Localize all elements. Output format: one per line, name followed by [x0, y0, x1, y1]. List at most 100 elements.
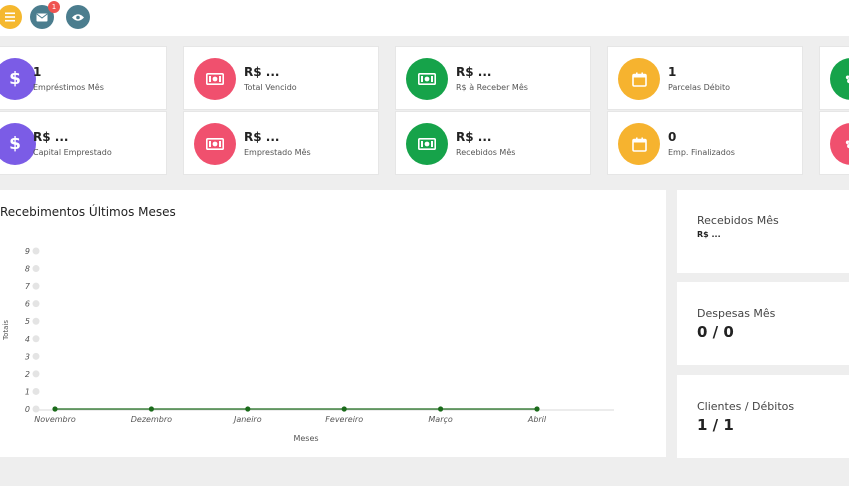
data-point	[534, 406, 540, 412]
x-tick-label: Dezembro	[131, 415, 172, 424]
stat-card-total-vencido: R$ ... Total Vencido	[183, 46, 379, 110]
chart-title: Recebimentos Últimos Meses	[0, 205, 176, 219]
stat-value: R$ ...	[244, 65, 280, 79]
hamburger-icon	[5, 12, 15, 22]
line-chart: 0 1 2 3 4 5 6 7 8 9 Totais Novembro Dezembro Janeiro F…	[2, 247, 614, 443]
stat-label: Emp. Finalizados	[668, 148, 735, 157]
side-card-value: R$ ...	[697, 230, 721, 239]
data-point	[52, 406, 58, 412]
stat-icon-bg: $	[0, 123, 36, 165]
cash-icon	[418, 138, 436, 150]
y-tick-label: 1	[25, 387, 30, 396]
stat-card-recebidos-mes: R$ ... Recebidos Mês	[395, 111, 591, 175]
x-tick-label: Janeiro	[232, 415, 262, 424]
stat-label: Recebidos Mês	[456, 148, 516, 157]
y-tick-marker	[32, 282, 40, 290]
handshake-icon: ✿	[845, 136, 849, 152]
x-tick-label: Abril	[527, 415, 547, 424]
stat-value: R$ ...	[244, 130, 280, 144]
y-tick-marker	[32, 247, 40, 255]
stat-icon-bg	[406, 123, 448, 165]
stat-value: R$ ...	[33, 130, 69, 144]
y-tick-label: 5	[25, 317, 30, 326]
cash-icon	[206, 138, 224, 150]
y-tick-marker	[32, 352, 40, 360]
stat-label: Emprestado Mês	[244, 148, 311, 157]
side-card-title: Recebidos Mês	[697, 214, 779, 227]
stat-icon-bg	[406, 58, 448, 100]
side-card-title: Despesas Mês	[697, 307, 776, 320]
stat-card-partial: ✿	[819, 111, 849, 175]
stat-icon-bg	[618, 123, 660, 165]
side-card-recebidos-mes: Recebidos Mês R$ ...	[677, 190, 849, 273]
side-card-clientes-debitos: Clientes / Débitos 1 / 1	[677, 375, 849, 458]
side-card-value: 1 / 1	[697, 416, 734, 434]
y-tick-marker	[32, 265, 40, 273]
x-tick-label: Março	[428, 415, 452, 424]
y-tick-label: 4	[25, 335, 30, 344]
stat-icon-bg: ✿	[830, 123, 849, 165]
stat-card-capital-emprestado: $ R$ ... Capital Emprestado	[0, 111, 167, 175]
handshake-icon: ✿	[845, 71, 849, 87]
side-card-value: 0 / 0	[697, 323, 734, 341]
y-tick-marker	[32, 370, 40, 378]
notification-badge: 1	[48, 1, 60, 13]
stat-label: Total Vencido	[244, 83, 297, 92]
y-axis-label: Totais	[2, 320, 10, 341]
data-point	[341, 406, 347, 412]
messages-button[interactable]: 1	[30, 1, 60, 29]
y-tick-marker	[32, 317, 40, 325]
stat-value: R$ ...	[456, 65, 492, 79]
stat-card-a-receber-mes: R$ ... R$ à Receber Mês	[395, 46, 591, 110]
cash-icon	[206, 73, 224, 85]
side-card-title: Clientes / Débitos	[697, 400, 795, 413]
calendar-icon	[631, 72, 647, 87]
y-tick-label: 9	[25, 247, 30, 256]
stat-card-partial: ✿	[819, 46, 849, 110]
menu-button[interactable]	[0, 5, 22, 29]
calendar-icon	[631, 137, 647, 152]
y-tick-label: 2	[25, 370, 30, 379]
y-tick-label: 0	[25, 405, 30, 414]
stat-value: 1	[668, 65, 677, 79]
x-axis-label: Meses	[293, 434, 318, 443]
x-tick-label: Fevereiro	[325, 415, 363, 424]
envelope-icon	[36, 13, 48, 21]
y-tick-label: 8	[25, 265, 30, 274]
stat-card-parcelas-debito: 1 Parcelas Débito	[607, 46, 803, 110]
top-bar: 1	[0, 0, 849, 36]
x-tick-label: Novembro	[34, 415, 76, 424]
stat-value: 0	[668, 130, 677, 144]
y-tick-label: 3	[25, 352, 30, 361]
dollar-icon: $	[9, 69, 21, 89]
y-tick-marker	[32, 335, 40, 343]
stat-card-emprestimos-mes: $ 1 Empréstimos Mês	[0, 46, 167, 110]
y-tick-marker	[32, 387, 40, 395]
stat-icon-bg	[194, 123, 236, 165]
chart-panel: Recebimentos Últimos Meses 0 1 2 3 4 5 6 7 8 9 Tot…	[0, 190, 666, 457]
y-tick-label: 6	[25, 300, 30, 309]
stat-icon-bg: $	[0, 58, 36, 100]
y-tick-marker	[32, 300, 40, 308]
data-point	[245, 406, 251, 412]
stat-value: R$ ...	[456, 130, 492, 144]
stat-value: 1	[33, 65, 42, 79]
data-point	[148, 406, 154, 412]
y-tick-label: 7	[25, 282, 31, 291]
cash-icon	[418, 73, 436, 85]
stat-label: Empréstimos Mês	[33, 83, 104, 92]
stat-label: R$ à Receber Mês	[456, 83, 528, 92]
stat-label: Parcelas Débito	[668, 83, 731, 92]
stat-icon-bg: ✿	[830, 58, 849, 100]
eye-icon	[72, 13, 84, 21]
data-point	[438, 406, 444, 412]
stat-label: Capital Emprestado	[33, 148, 112, 157]
stat-icon-bg	[194, 58, 236, 100]
y-tick-marker	[32, 405, 40, 413]
side-card-despesas-mes: Despesas Mês 0 / 0	[677, 282, 849, 365]
stat-card-emprestado-mes: R$ ... Emprestado Mês	[183, 111, 379, 175]
view-button[interactable]	[66, 5, 90, 29]
dollar-icon: $	[9, 134, 21, 154]
stat-icon-bg	[618, 58, 660, 100]
stat-card-emp-finalizados: 0 Emp. Finalizados	[607, 111, 803, 175]
